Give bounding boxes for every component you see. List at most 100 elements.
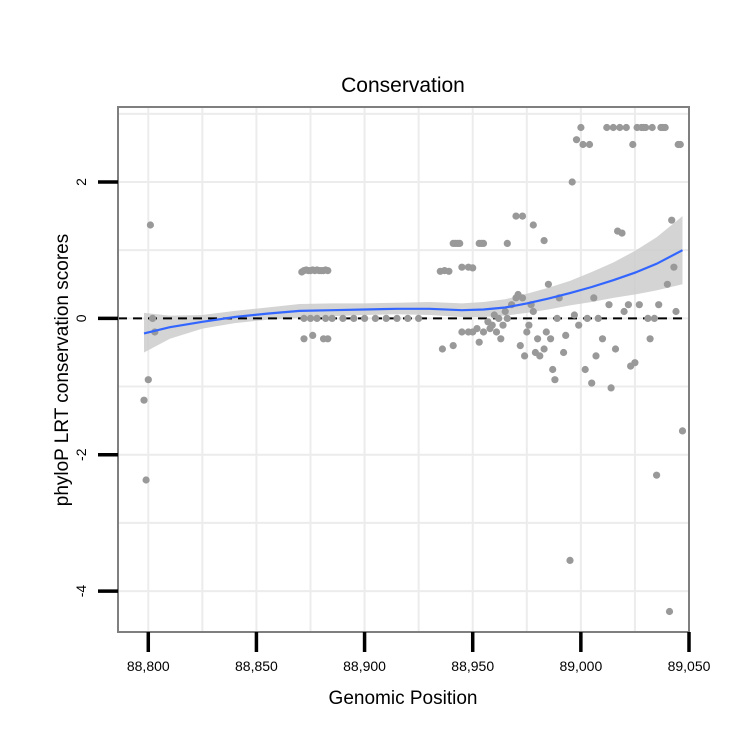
data-point: [529, 221, 537, 229]
data-point: [616, 123, 624, 132]
y-axis: -4 -2 0 2: [73, 178, 118, 597]
data-point: [536, 352, 544, 360]
data-point: [393, 314, 401, 322]
data-point: [415, 314, 423, 322]
data-point: [492, 328, 501, 336]
data-point: [672, 307, 680, 316]
data-point: [458, 328, 466, 336]
data-point: [566, 556, 574, 565]
data-point: [456, 239, 464, 247]
data-point: [594, 314, 602, 322]
data-point: [624, 301, 633, 309]
data-point: [583, 314, 591, 322]
y-tick-label: -4: [73, 585, 89, 598]
data-point: [382, 314, 390, 322]
data-point: [503, 314, 511, 322]
data-point: [676, 140, 684, 149]
data-point: [475, 338, 483, 346]
data-point: [618, 229, 626, 237]
x-tick-label: 88,900: [343, 658, 386, 674]
data-point: [665, 607, 674, 616]
grid: [118, 107, 690, 632]
data-point: [309, 331, 317, 339]
data-point: [322, 314, 330, 322]
data-point: [518, 212, 527, 220]
data-point: [324, 267, 332, 275]
data-point: [371, 314, 379, 322]
data-point: [328, 314, 336, 322]
smooth-curve: [143, 249, 684, 335]
data-point: [495, 314, 503, 322]
data-point: [534, 335, 542, 343]
data-point: [581, 365, 589, 374]
data-point: [473, 325, 481, 333]
data-point: [300, 335, 308, 343]
data-point: [572, 136, 581, 144]
data-point: [620, 307, 628, 316]
data-point: [570, 311, 579, 319]
data-point: [653, 471, 661, 479]
data-point: [479, 328, 488, 336]
data-point: [560, 348, 568, 357]
data-point: [497, 335, 505, 343]
data-point: [661, 123, 669, 132]
data-point: [361, 314, 369, 322]
data-point: [449, 342, 457, 350]
data-point: [646, 335, 654, 343]
data-point: [644, 314, 652, 322]
confidence-band: [144, 216, 683, 353]
data-point: [542, 328, 550, 336]
data-point: [516, 342, 524, 350]
data-point: [339, 314, 347, 322]
x-tick-label: 88,950: [451, 658, 494, 674]
data-point: [562, 331, 570, 339]
y-tick-label: 0: [73, 314, 89, 322]
data-point: [324, 335, 332, 343]
data-point: [635, 301, 643, 309]
data-point: [144, 376, 152, 384]
data-point: [663, 280, 672, 288]
data-point: [650, 314, 659, 322]
plot-panel-border: [117, 106, 690, 633]
data-point: [523, 328, 531, 336]
y-axis-label: phyloP LRT conservation scores: [52, 234, 73, 507]
data-point: [499, 321, 507, 329]
data-point: [631, 359, 639, 367]
data-point: [479, 239, 488, 247]
data-point: [438, 345, 446, 353]
data-point: [551, 376, 559, 384]
data-point: [648, 123, 656, 132]
data-point: [598, 335, 607, 343]
data-point: [607, 384, 615, 392]
data-point: [142, 476, 150, 484]
data-point: [521, 352, 529, 360]
x-tick-label: 89,050: [668, 658, 711, 674]
data-point: [300, 314, 308, 322]
data-point: [140, 396, 148, 404]
data-point: [549, 365, 557, 374]
data-point: [350, 314, 358, 322]
data-point: [512, 212, 520, 220]
data-point: [603, 123, 611, 132]
data-point: [655, 301, 663, 309]
data-point: [575, 321, 583, 329]
data-point: [629, 140, 637, 149]
data-point: [547, 335, 555, 343]
data-point: [642, 123, 650, 132]
data-point: [668, 216, 676, 224]
x-axis: 88,800 88,850 88,900 88,950 89,000 89,050: [127, 632, 711, 674]
data-point: [579, 140, 587, 149]
data-point: [588, 379, 596, 387]
data-point: [525, 321, 533, 329]
x-axis-label: Genomic Position: [329, 688, 478, 709]
data-point: [540, 345, 548, 353]
data-point: [469, 264, 477, 272]
data-points: [140, 123, 687, 616]
data-point: [518, 294, 527, 302]
data-point: [568, 178, 576, 186]
data-point: [611, 345, 620, 353]
chart-title: Conservation: [341, 74, 465, 97]
x-tick-label: 88,850: [235, 658, 278, 674]
data-point: [577, 123, 585, 132]
